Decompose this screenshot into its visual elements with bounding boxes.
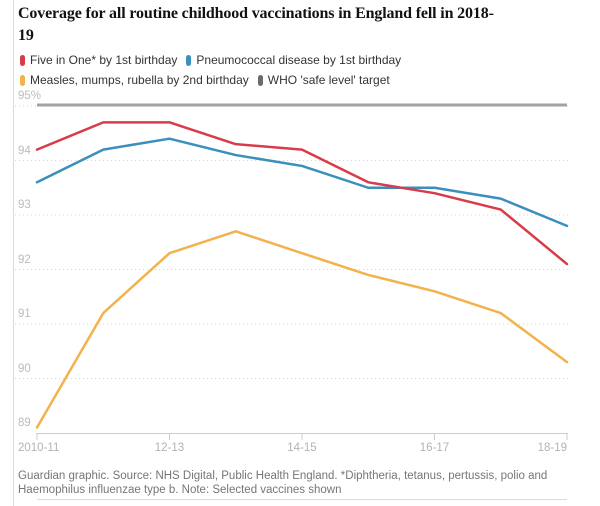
legend-row-1: Five in One* by 1st birthday Pneumococca… bbox=[20, 50, 401, 70]
y-axis-label-93: 93 bbox=[18, 199, 31, 211]
series-line-five-in-one bbox=[35, 121, 569, 266]
x-axis-label-2010-11: 2010-11 bbox=[18, 442, 60, 454]
source-note-line-2: Haemophilus influenzae type b. Note: Sel… bbox=[18, 484, 342, 496]
title-line-1: Coverage for all routine childhood vacci… bbox=[18, 5, 494, 22]
legend-label-five-in-one: Five in One* by 1st birthday bbox=[30, 53, 178, 67]
legend-swatch-red-icon bbox=[20, 54, 25, 66]
legend-label-mmr: Measles, mumps, rubella by 2nd birthday bbox=[30, 73, 249, 87]
y-axis-label-95: 95% bbox=[18, 90, 42, 102]
legend-item-mmr: Measles, mumps, rubella by 2nd birthday bbox=[20, 73, 249, 87]
y-axis-label-90: 90 bbox=[18, 362, 31, 375]
legend-item-who-target: WHO 'safe level' target bbox=[257, 73, 390, 87]
chart-title: Coverage for all routine childhood vacci… bbox=[18, 3, 586, 47]
legend-swatch-yellow-icon bbox=[20, 74, 25, 86]
left-border-rule bbox=[13, 0, 14, 506]
legend-item-five-in-one: Five in One* by 1st birthday bbox=[20, 53, 177, 67]
legend-label-pneumococcal: Pneumococcal disease by 1st birthday bbox=[196, 53, 402, 67]
y-axis-label-89: 89 bbox=[18, 417, 31, 429]
source-note-line-1: Guardian graphic. Source: NHS Digital, P… bbox=[18, 470, 548, 482]
x-axis-label-16-17: 16-17 bbox=[419, 442, 450, 454]
legend-item-pneumococcal: Pneumococcal disease by 1st birthday bbox=[186, 53, 401, 67]
series-line-mmr bbox=[35, 230, 569, 429]
source-note: Guardian graphic. Source: NHS Digital, P… bbox=[18, 469, 570, 497]
title-line-2: 19 bbox=[18, 27, 34, 44]
bottom-divider bbox=[37, 499, 567, 500]
legend-swatch-blue-icon bbox=[186, 54, 192, 66]
x-axis-label-12-13: 12-13 bbox=[154, 442, 185, 454]
legend-label-who-target: WHO 'safe level' target bbox=[267, 73, 390, 87]
y-axis-label-92: 92 bbox=[18, 253, 31, 266]
x-axis-label-18-19: 18-19 bbox=[537, 442, 567, 454]
y-axis-label-94: 94 bbox=[18, 144, 31, 157]
y-axis-label-91: 91 bbox=[18, 308, 31, 320]
legend-row-2: Measles, mumps, rubella by 2nd birthday … bbox=[20, 70, 401, 90]
legend-swatch-gray-icon bbox=[257, 74, 263, 86]
legend: Five in One* by 1st birthday Pneumococca… bbox=[20, 50, 401, 90]
series-line-pneumococcal bbox=[35, 137, 569, 228]
x-axis-label-14-15: 14-15 bbox=[287, 442, 317, 454]
